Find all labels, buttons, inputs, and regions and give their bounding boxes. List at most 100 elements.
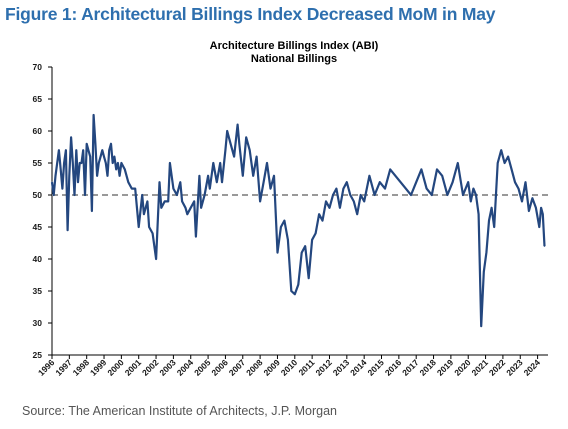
data-point [363, 200, 365, 202]
data-point [158, 181, 161, 183]
data-point [190, 207, 192, 209]
data-point [164, 200, 166, 202]
data-point [356, 213, 358, 215]
x-tick-label: 2013 [331, 357, 352, 378]
data-point [146, 200, 148, 202]
data-point [103, 156, 105, 158]
data-point [470, 200, 472, 202]
data-point [457, 162, 459, 164]
data-point [321, 220, 324, 222]
figure-title: Figure 1: Architectural Billings Index D… [5, 4, 496, 24]
data-point [467, 181, 469, 183]
data-point [72, 162, 74, 164]
data-point [51, 181, 53, 183]
chart: Architecture Billings Index (ABI) Nation… [0, 34, 568, 404]
data-point [96, 175, 98, 177]
x-tick-label: 2019 [435, 357, 456, 378]
data-point [75, 149, 77, 151]
x-tick-label: 2005 [192, 357, 213, 378]
data-point [478, 213, 480, 215]
data-point [531, 197, 534, 199]
data-point [297, 284, 299, 286]
data-point [68, 175, 70, 177]
data-point [507, 156, 509, 158]
data-point [58, 149, 60, 151]
x-tick-label: 1996 [36, 357, 57, 378]
data-point [93, 114, 95, 116]
data-point [77, 181, 79, 183]
data-point [394, 175, 396, 177]
x-tick-label: 2018 [418, 357, 439, 378]
data-point [475, 194, 477, 196]
data-point [374, 194, 376, 196]
data-point [472, 188, 474, 190]
data-point [212, 162, 214, 164]
data-point [172, 188, 174, 190]
plot-area [50, 113, 548, 328]
data-point [483, 271, 485, 273]
data-point [54, 175, 57, 177]
data-point [452, 181, 454, 183]
data-point [521, 200, 523, 202]
x-tick-label: 2009 [261, 357, 282, 378]
data-point [379, 181, 381, 183]
data-point [237, 124, 239, 126]
data-point [342, 188, 344, 190]
y-axis: 25 30 35 40 45 50 55 60 65 70 [33, 62, 53, 360]
data-point [230, 143, 232, 145]
data-point [131, 188, 133, 190]
data-point [56, 162, 58, 164]
data-point [224, 149, 226, 151]
source-note: Source: The American Institute of Archit… [22, 404, 337, 418]
data-point [152, 232, 154, 234]
data-point [524, 181, 527, 183]
data-point [328, 207, 331, 209]
data-point [543, 245, 546, 247]
data-point [70, 136, 72, 138]
data-point [79, 162, 81, 164]
data-point [497, 162, 499, 164]
data-point [259, 200, 261, 202]
data-point [100, 156, 102, 158]
data-point [276, 252, 279, 254]
data-point [252, 175, 254, 177]
x-axis: 1996199719981999200020012002200320042005… [36, 354, 548, 378]
y-tick-label: 60 [33, 126, 43, 136]
chart-title: Architecture Billings Index (ABI) [210, 40, 379, 52]
data-point [193, 200, 195, 202]
data-point [198, 175, 200, 177]
data-point [410, 194, 412, 196]
data-point [493, 226, 495, 228]
data-point [353, 200, 355, 202]
x-tick-label: 2006 [209, 357, 230, 378]
y-tick-label: 65 [33, 94, 43, 104]
y-tick-label: 35 [33, 286, 43, 296]
data-point [480, 325, 482, 327]
data-point [86, 143, 88, 145]
x-tick-label: 2008 [244, 357, 265, 378]
data-point [219, 162, 221, 164]
data-point [280, 226, 282, 228]
data-point [138, 226, 140, 228]
data-point [514, 181, 516, 183]
data-point [124, 168, 126, 170]
data-point [113, 156, 115, 158]
x-tick-label: 2000 [105, 357, 126, 378]
data-point [117, 162, 119, 164]
data-point [94, 143, 96, 145]
data-point [204, 194, 206, 196]
data-point [431, 194, 433, 196]
data-point [134, 188, 136, 190]
data-point [60, 168, 62, 170]
x-tick-label: 2015 [365, 357, 386, 378]
x-tick-label: 2011 [296, 357, 316, 377]
y-tick-label: 50 [33, 190, 43, 200]
data-point [108, 149, 110, 151]
x-tick-label: 2012 [313, 357, 334, 378]
data-point [63, 162, 65, 164]
data-point [301, 252, 303, 254]
data-point [115, 168, 117, 170]
data-point [84, 194, 86, 196]
series-line-abi [50, 113, 546, 328]
data-point [53, 194, 55, 196]
